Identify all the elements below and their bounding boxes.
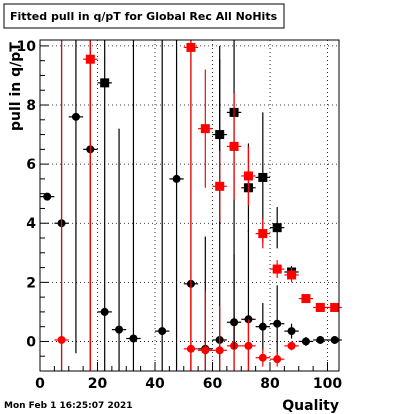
data-point	[97, 78, 112, 88]
chart-title: Fitted pull in q/pT for Global Rec All N…	[10, 10, 278, 23]
data-point	[255, 218, 270, 249]
plot-frame	[39, 39, 340, 372]
data-point	[327, 302, 342, 312]
data-point	[169, 40, 184, 371]
data-point	[270, 285, 285, 363]
data-point	[327, 335, 342, 344]
data-point	[226, 93, 242, 200]
circle-marker	[201, 346, 210, 355]
data-point	[313, 335, 328, 344]
grid	[40, 40, 339, 371]
data-point	[40, 192, 55, 201]
x-tick-label: 0	[35, 376, 45, 392]
circle-marker	[129, 334, 138, 343]
square-marker	[229, 141, 239, 151]
square-marker	[301, 294, 311, 304]
circle-marker	[158, 327, 167, 336]
data-point	[284, 341, 299, 351]
square-marker	[186, 42, 196, 52]
square-marker	[272, 223, 282, 233]
square-marker	[330, 302, 340, 312]
square-marker	[215, 130, 225, 140]
data-point	[183, 40, 199, 371]
y-tick-label: 10	[17, 39, 37, 55]
square-marker	[258, 172, 268, 182]
data-point	[97, 40, 112, 371]
circle-marker	[330, 335, 339, 344]
data-point	[212, 305, 227, 371]
x-tick-label: 40	[145, 376, 165, 392]
data-point	[298, 337, 314, 346]
circle-marker	[215, 346, 224, 355]
x-tick-label: 20	[88, 376, 108, 392]
data-markers	[40, 40, 342, 371]
data-point	[270, 260, 285, 278]
square-marker	[272, 264, 282, 274]
circle-marker	[244, 341, 253, 350]
circle-marker	[273, 319, 282, 328]
data-point	[255, 348, 270, 367]
circle-marker	[301, 337, 310, 346]
axis-ticks: 0 20 40 60 80 100 0 2 4 6 8 10	[17, 39, 343, 392]
circle-marker	[258, 353, 267, 362]
square-marker	[287, 270, 297, 280]
y-tick-label: 4	[26, 216, 36, 232]
circle-marker	[287, 341, 296, 350]
data-point	[255, 303, 270, 351]
data-point	[54, 40, 69, 371]
data-point	[241, 319, 256, 371]
y-tick-label: 0	[26, 334, 36, 350]
data-point	[83, 40, 98, 371]
circle-marker	[273, 355, 282, 364]
circle-marker	[258, 322, 267, 331]
x-axis-label: Quality	[282, 398, 339, 414]
data-point	[198, 69, 213, 188]
circle-marker	[43, 192, 52, 201]
circle-marker	[316, 335, 325, 344]
data-point	[298, 294, 314, 304]
data-point	[198, 291, 213, 371]
y-tick-label: 8	[26, 98, 36, 114]
square-marker	[215, 181, 225, 191]
circle-marker	[115, 325, 124, 334]
circle-marker	[287, 327, 296, 336]
x-tick-label: 100	[313, 376, 342, 392]
data-point	[270, 351, 285, 367]
square-marker	[258, 229, 268, 239]
circle-marker	[57, 335, 66, 344]
data-point	[155, 40, 170, 371]
data-point	[284, 323, 299, 339]
square-marker	[200, 124, 210, 134]
timestamp: Mon Feb 1 16:25:07 2021	[4, 401, 133, 411]
y-axis-label: pull in q/pT	[8, 42, 24, 131]
y-tick-label: 6	[26, 157, 36, 173]
data-point	[313, 302, 328, 312]
circle-marker	[100, 307, 109, 316]
x-tick-label: 80	[260, 376, 280, 392]
square-marker	[85, 54, 95, 64]
square-marker	[100, 78, 110, 88]
data-point	[270, 206, 285, 249]
data-point	[212, 150, 227, 222]
y-tick-label: 2	[26, 275, 36, 291]
data-point	[111, 128, 127, 371]
circle-marker	[71, 112, 80, 121]
square-marker	[315, 302, 325, 312]
data-point	[284, 267, 299, 283]
data-point	[126, 40, 141, 371]
title-box	[3, 3, 285, 29]
circle-marker	[172, 174, 181, 183]
square-marker	[243, 171, 253, 181]
data-point	[68, 40, 84, 354]
data-point	[241, 146, 256, 206]
x-tick-label: 60	[203, 376, 223, 392]
